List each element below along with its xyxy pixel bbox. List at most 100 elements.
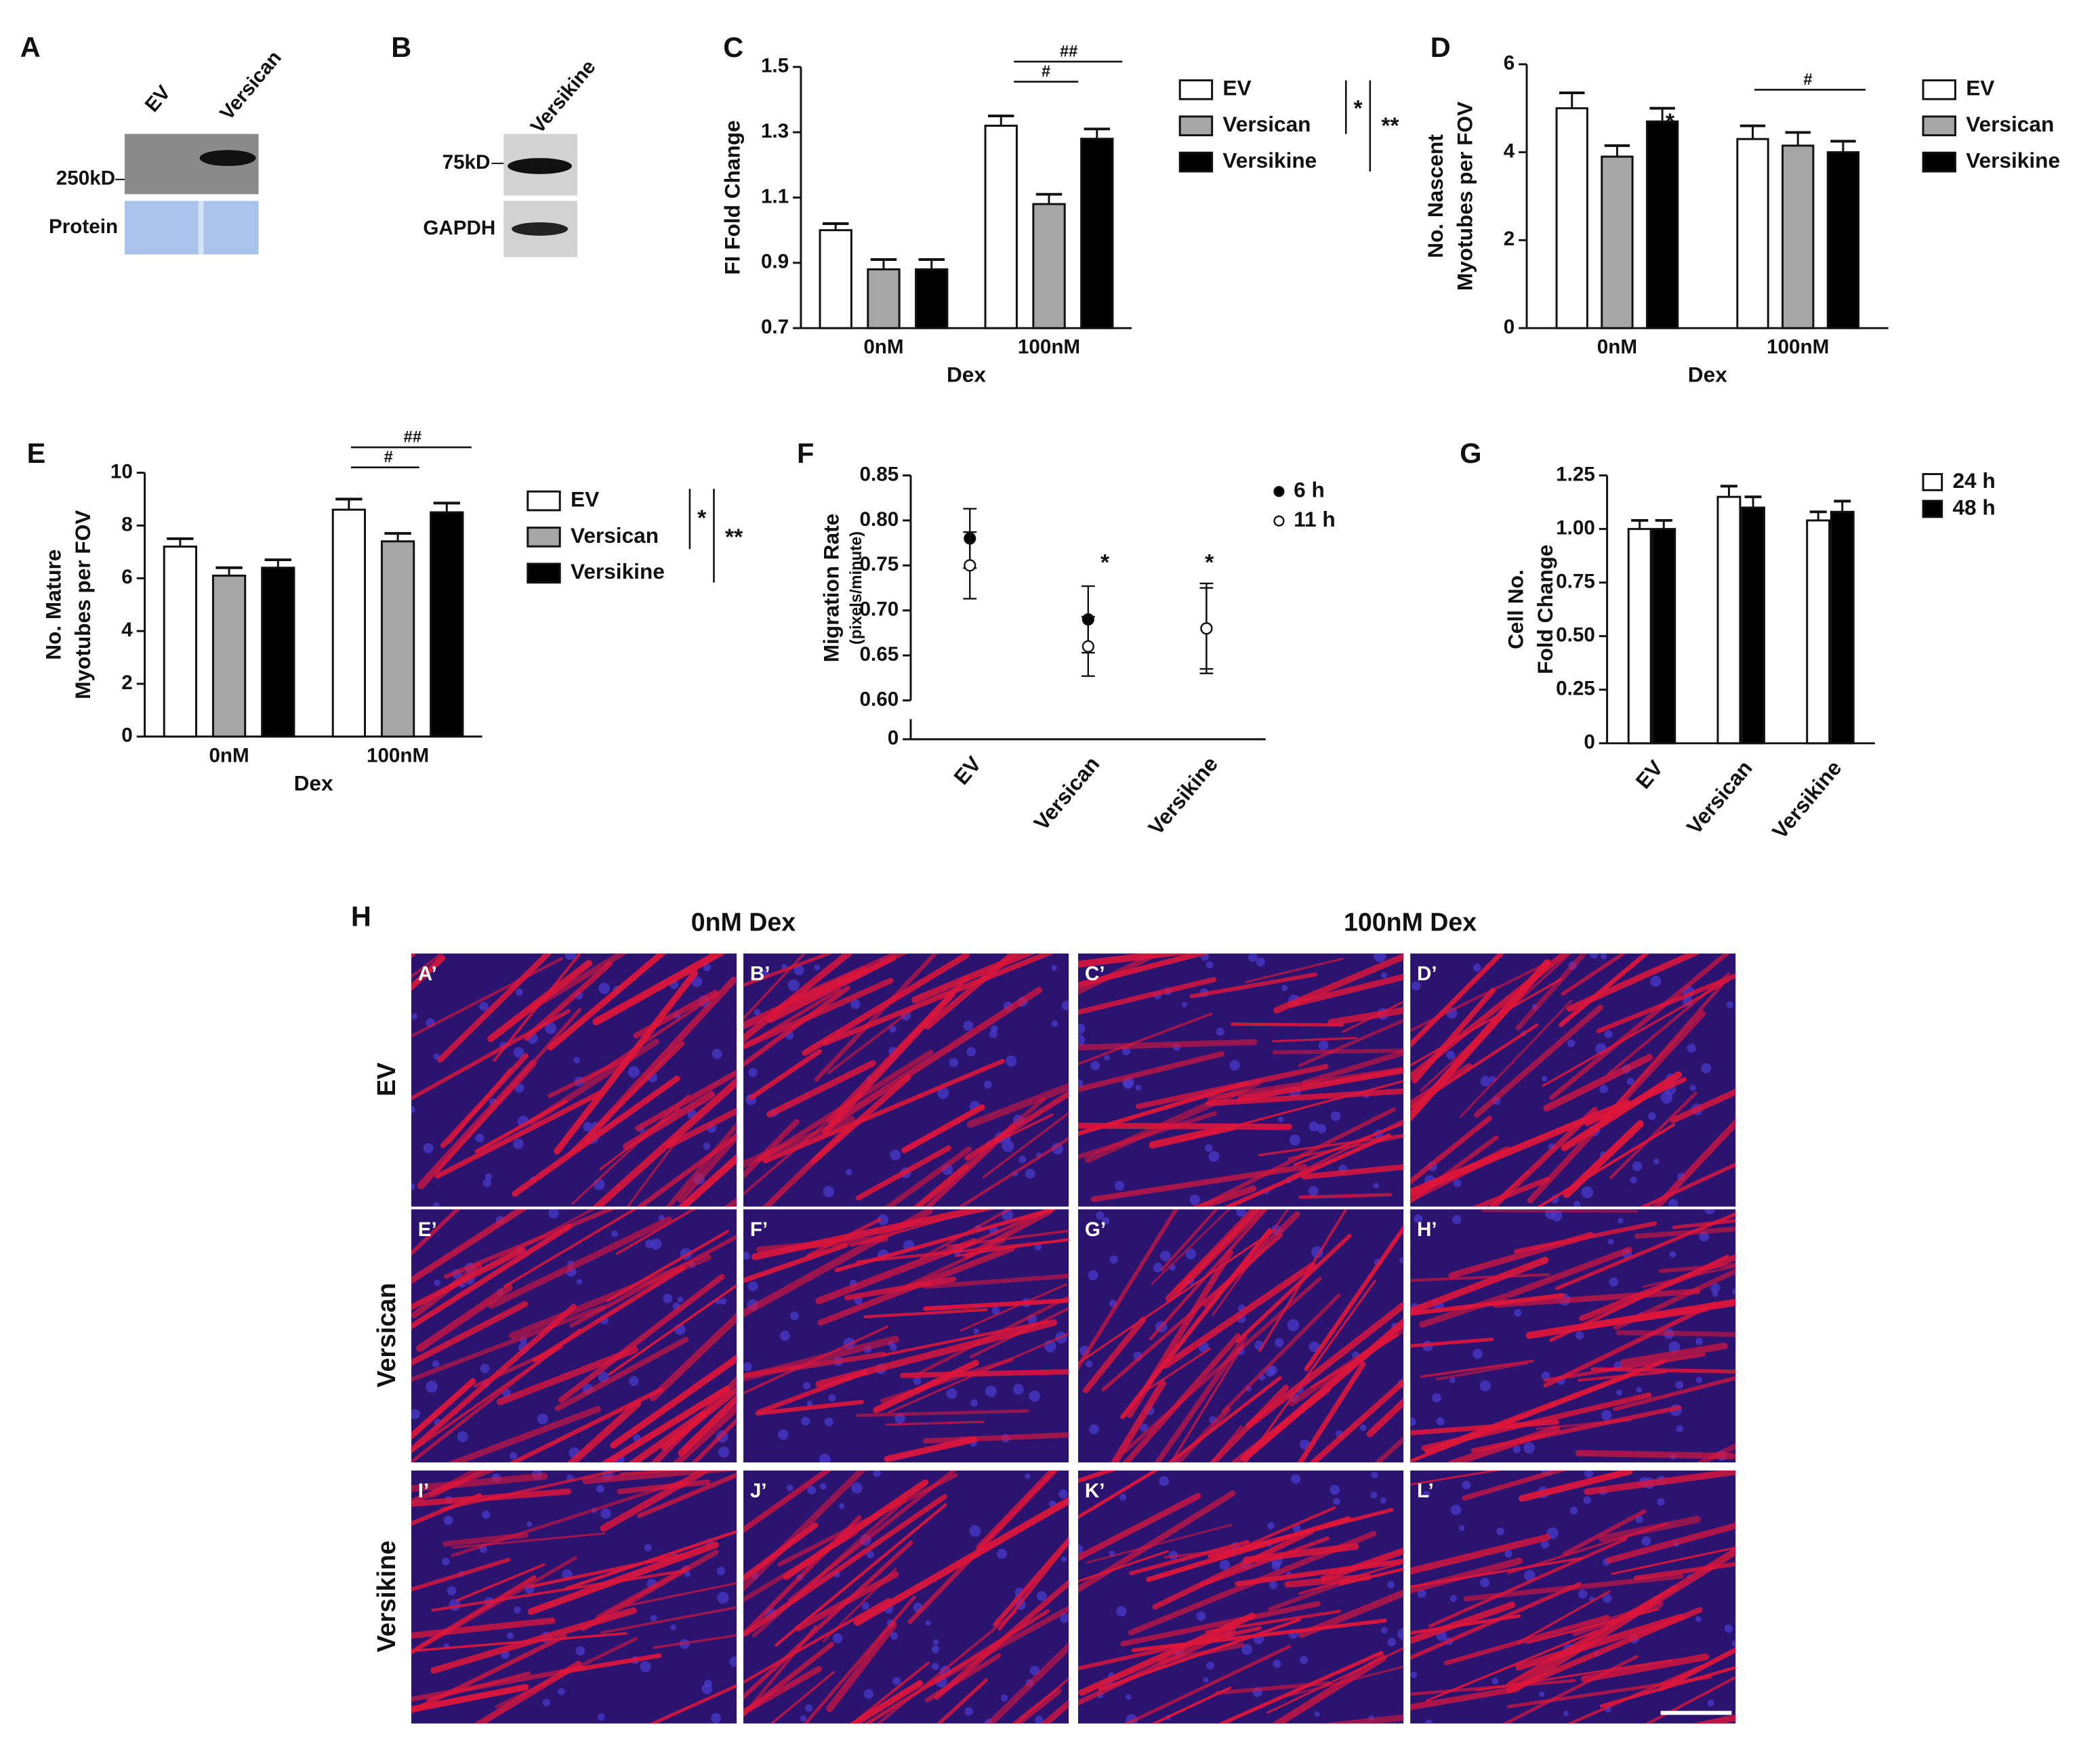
myotube: [1078, 1612, 1256, 1696]
myotube: [1515, 1614, 1685, 1671]
x-tick-label: Versican: [1682, 756, 1757, 839]
y-axis-label: Myotubes per FOV: [70, 510, 95, 699]
nucleus: [411, 1013, 418, 1020]
myotube: [416, 1284, 513, 1352]
nucleus: [1330, 1111, 1341, 1122]
bar: [819, 229, 852, 329]
nucleus: [1373, 1183, 1379, 1189]
nucleus: [983, 1080, 992, 1089]
myotube: [1549, 953, 1731, 1101]
nucleus: [1090, 1061, 1100, 1071]
nucleus: [457, 1431, 468, 1443]
myotube: [1639, 1162, 1736, 1207]
myotube: [911, 953, 1036, 1004]
myotube: [437, 953, 552, 1063]
myotube: [743, 1540, 913, 1700]
myotube: [755, 1399, 864, 1416]
panel-label: H: [351, 901, 371, 932]
nucleus: [1630, 1176, 1637, 1184]
myotube: [411, 1617, 556, 1639]
myotube: [1561, 1071, 1683, 1151]
nucleus: [598, 1713, 605, 1721]
nucleus: [851, 1482, 863, 1494]
myotube: [1410, 1582, 1582, 1660]
nucleus: [1012, 1384, 1024, 1395]
panel-label: D: [1430, 31, 1451, 63]
nucleus: [1647, 1112, 1656, 1120]
myotube: [920, 1209, 1012, 1260]
myotube: [1078, 1470, 1159, 1519]
myotube: [767, 955, 897, 1023]
nucleus: [480, 1363, 490, 1374]
nucleus: [670, 1624, 676, 1630]
myotube: [873, 1359, 979, 1414]
nucleus: [1417, 1589, 1426, 1598]
myotube: [1447, 1425, 1561, 1463]
nucleus: [1425, 1719, 1433, 1724]
x-axis-label: Dex: [1688, 363, 1727, 387]
nucleus: [1573, 1201, 1581, 1207]
nucleus: [1189, 1194, 1200, 1206]
myotube: [822, 1567, 897, 1643]
myotube: [855, 1145, 951, 1201]
y-tick-label: 0: [1584, 731, 1594, 754]
nucleus: [644, 1544, 652, 1552]
myotube: [936, 1678, 989, 1724]
legend-swatch: [1922, 79, 1956, 100]
myotube: [1410, 1470, 1502, 1486]
nucleus: [1018, 1155, 1027, 1164]
nucleus: [1381, 972, 1388, 979]
nucleus: [1687, 1044, 1696, 1053]
myotube: [1287, 973, 1404, 1008]
myotube: [1426, 1629, 1599, 1702]
nucleus: [1386, 1580, 1395, 1588]
nucleus: [1300, 1656, 1309, 1664]
myotube: [1514, 1221, 1658, 1254]
myotube: [447, 1405, 601, 1463]
myotube: [1230, 1386, 1332, 1463]
nucleus: [997, 1548, 1008, 1559]
bar: [1555, 107, 1588, 329]
myotube: [633, 989, 718, 1039]
nucleus: [1462, 1481, 1471, 1490]
nucleus: [1704, 1209, 1715, 1215]
nucleus: [411, 1106, 415, 1113]
legend-label: Versican: [1966, 112, 2054, 136]
nucleus: [932, 1639, 939, 1645]
micrographs: A’ B’ C’ D’ E’ F’ G’ H’ I’ J’ K’ L’: [411, 953, 1736, 1724]
myotube: [1078, 1626, 1262, 1671]
panel-label: F: [797, 437, 814, 469]
nucleus: [877, 1214, 889, 1225]
nucleus: [845, 1169, 852, 1176]
nucleus: [611, 1230, 619, 1237]
myotube: [1120, 1228, 1272, 1420]
nucleus: [677, 1296, 684, 1303]
myotube: [1174, 1407, 1231, 1463]
nucleus: [964, 1707, 973, 1716]
nucleus: [1397, 1628, 1404, 1640]
nucleus: [1181, 1002, 1188, 1008]
myotube: [1078, 1490, 1236, 1593]
myotube: [1272, 1048, 1404, 1054]
myotube: [1566, 1664, 1703, 1724]
panel-label: B: [391, 31, 411, 63]
myotube: [411, 1305, 606, 1382]
nucleus: [1450, 1504, 1462, 1515]
myotube: [826, 1621, 897, 1712]
myotube: [1212, 1209, 1290, 1316]
nucleus: [720, 1298, 727, 1305]
legend-label: EV: [1966, 76, 1994, 100]
bar: [1032, 203, 1066, 329]
nucleus: [1061, 1556, 1067, 1562]
myotube: [1518, 1470, 1633, 1502]
myotube: [1410, 1273, 1550, 1282]
legend-label: 6 h: [1294, 478, 1325, 502]
myotube: [1410, 1534, 1551, 1575]
myotube: [624, 1582, 737, 1607]
myotube: [743, 1242, 848, 1284]
nucleus: [985, 1385, 997, 1397]
myotube: [1273, 953, 1404, 1014]
myotube: [672, 1403, 737, 1463]
myotube: [1578, 1370, 1666, 1382]
bar: [261, 567, 295, 738]
